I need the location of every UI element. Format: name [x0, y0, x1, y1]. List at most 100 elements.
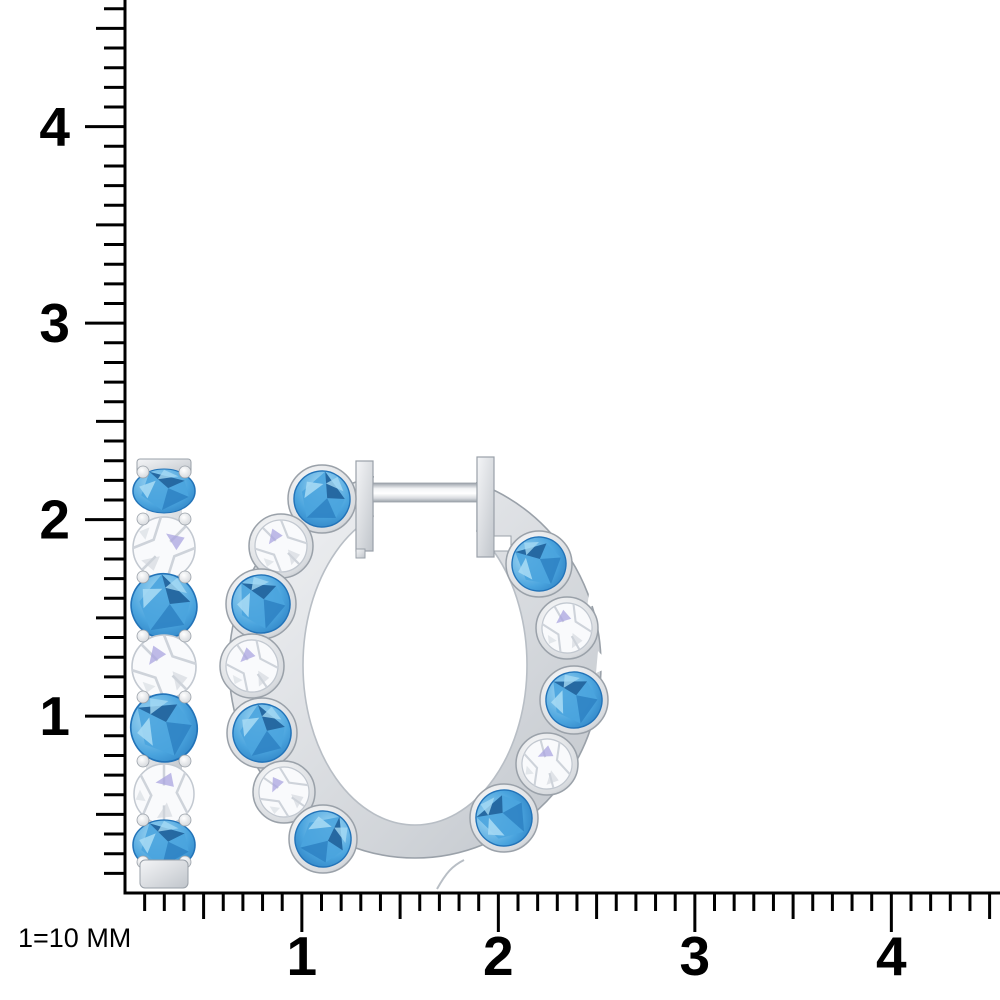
prong-bead — [178, 690, 192, 704]
hinge-notch — [493, 535, 512, 552]
prong-bead — [178, 754, 192, 768]
blue-topaz-stone — [231, 574, 291, 634]
facet — [541, 603, 593, 653]
prong-bead — [136, 512, 150, 526]
facet — [258, 670, 270, 687]
blue-topaz-stone — [293, 470, 351, 528]
facet — [137, 717, 153, 746]
facet — [232, 674, 243, 685]
blue-topaz-stone — [475, 789, 533, 847]
facet — [259, 766, 309, 818]
facet — [263, 558, 275, 567]
prong-bead — [178, 465, 192, 479]
prong-bead — [136, 570, 150, 584]
facet — [263, 599, 286, 629]
facet — [135, 789, 146, 802]
facet — [308, 816, 332, 830]
facet — [269, 806, 281, 815]
facet — [551, 690, 564, 714]
facet — [287, 549, 301, 566]
earring-base — [139, 859, 189, 889]
facet — [156, 802, 173, 819]
white-diamond-stone — [133, 763, 195, 825]
facet — [150, 698, 169, 715]
facet — [523, 739, 571, 789]
facet — [149, 823, 185, 842]
facet — [563, 674, 580, 688]
white-diamond-stone — [132, 516, 196, 580]
facet — [546, 770, 559, 785]
prong-bead — [178, 629, 192, 643]
facet — [131, 634, 197, 700]
prong-bead — [178, 570, 192, 584]
facet — [139, 527, 150, 540]
facet — [306, 498, 337, 518]
facet — [251, 730, 282, 756]
blue-topaz-stone — [132, 819, 196, 871]
facet — [553, 681, 588, 696]
facet — [137, 704, 178, 723]
prong-bead — [178, 512, 192, 526]
facet — [327, 816, 343, 851]
prong-bead — [136, 629, 150, 643]
prong-bead — [136, 813, 150, 827]
ruler-label: 2 — [39, 489, 70, 551]
ruler-label: 2 — [483, 925, 514, 987]
facet — [157, 820, 179, 832]
facet — [155, 772, 174, 787]
horizontal-ruler: 1 2 3 4 — [123, 891, 1000, 987]
facet — [487, 817, 505, 836]
white-diamond-stone — [254, 519, 308, 573]
facet — [141, 556, 160, 571]
facet — [261, 706, 282, 720]
facet — [480, 797, 495, 816]
clasp-post — [355, 460, 374, 552]
facet — [291, 794, 304, 809]
blue-topaz-stone — [511, 536, 567, 592]
ruler-label: 1 — [39, 685, 70, 747]
facet — [166, 722, 192, 756]
blue-topaz-stone — [130, 573, 198, 639]
facet — [225, 640, 279, 692]
facet — [476, 795, 525, 839]
facet — [537, 745, 554, 757]
facet — [576, 695, 598, 724]
prong-bead — [136, 465, 150, 479]
earring-side-view — [129, 458, 199, 889]
facet — [242, 717, 260, 737]
white-diamond-stone — [521, 738, 573, 790]
facet — [556, 609, 572, 624]
ruler-label: 4 — [39, 96, 70, 158]
blue-topaz-stone — [232, 703, 292, 763]
facet — [334, 827, 348, 843]
facet — [304, 481, 324, 499]
vertical-ruler: 4 3 2 1 — [39, 0, 127, 895]
clasp-post-foot — [355, 548, 366, 559]
openwork-gap — [565, 793, 584, 807]
ruler-label: 4 — [876, 925, 907, 987]
white-diamond-stone — [131, 634, 197, 700]
blue-topaz-stone — [129, 693, 199, 763]
facet — [325, 476, 344, 492]
clasp-hinge-plate — [476, 456, 495, 558]
band-detail-line — [436, 859, 465, 890]
facet — [139, 764, 189, 824]
facet — [132, 516, 196, 580]
facet — [571, 632, 583, 649]
openwork-gap — [596, 651, 612, 673]
facet — [539, 557, 561, 585]
facet — [139, 833, 156, 854]
white-diamond-stone — [258, 766, 310, 818]
openwork-gap — [591, 727, 607, 746]
facet — [237, 592, 251, 618]
facet — [172, 671, 188, 691]
ruler-label: 1 — [287, 925, 318, 987]
facet — [240, 647, 256, 663]
earring-front-view — [219, 440, 612, 890]
facet — [518, 557, 533, 580]
facet — [150, 603, 185, 631]
facet — [241, 583, 277, 600]
facet — [300, 840, 328, 863]
